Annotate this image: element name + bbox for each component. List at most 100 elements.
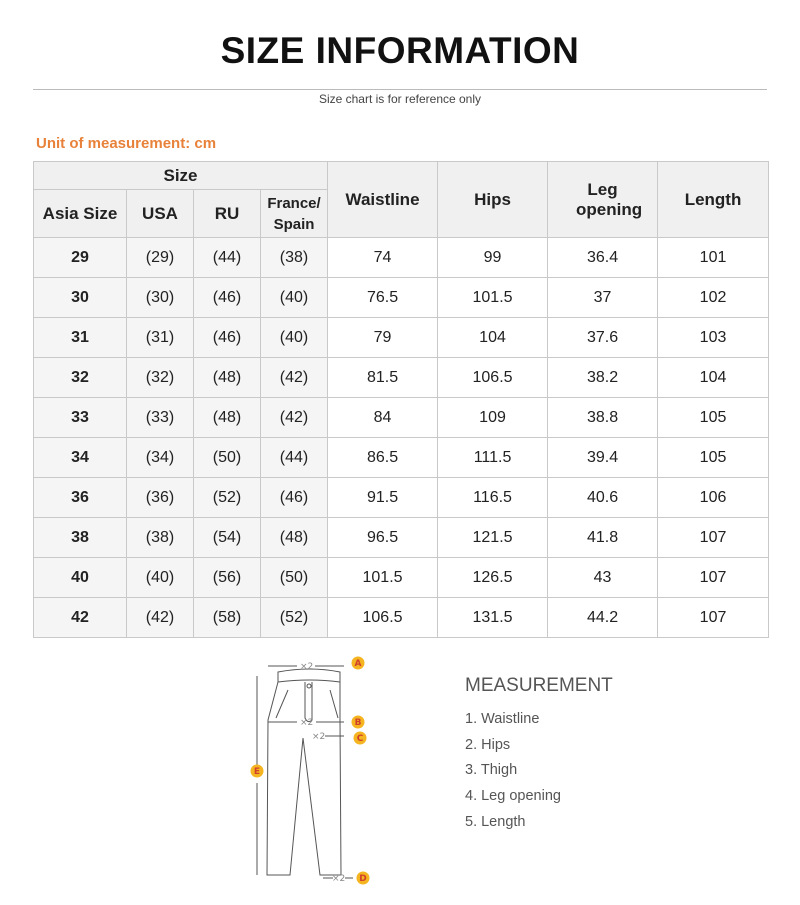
svg-text:B: B (355, 718, 362, 728)
table-cell: (46) (193, 317, 261, 358)
table-cell: 131.5 (437, 597, 549, 638)
table-cell: (50) (193, 437, 261, 478)
marker-e-icon: E (250, 764, 264, 778)
table-cell: 81.5 (327, 357, 439, 398)
table-cell: 30 (33, 277, 127, 318)
table-cell: (58) (193, 597, 261, 638)
table-cell: (42) (259, 397, 329, 438)
divider (33, 89, 767, 90)
table-cell: 126.5 (437, 557, 549, 598)
marker-c-icon: C (353, 731, 367, 745)
table-cell: 105 (657, 397, 770, 438)
table-cell: 40 (33, 557, 127, 598)
pants-outline-icon (266, 668, 342, 876)
table-cell: (31) (126, 317, 194, 358)
table-row: 30 (30) (46) (40) 76.5 101.5 37 102 (33, 277, 770, 318)
header-france-spain: France/ Spain (259, 189, 329, 238)
table-cell: (50) (259, 557, 329, 598)
measurement-item: 2. Hips (465, 736, 511, 753)
table-cell: 107 (657, 517, 770, 558)
table-cell: 36 (33, 477, 127, 518)
header-usa: USA (126, 189, 194, 238)
header-length: Length (657, 161, 770, 238)
table-row: 38 (38) (54) (48) 96.5 121.5 41.8 107 (33, 517, 770, 558)
table-cell: 107 (657, 597, 770, 638)
table-cell: 38.2 (547, 357, 659, 398)
table-cell: 74 (327, 237, 439, 278)
table-cell: 42 (33, 597, 127, 638)
page-title: SIZE INFORMATION (220, 30, 580, 71)
table-cell: 103 (657, 317, 770, 358)
table-cell: (48) (259, 517, 329, 558)
svg-text:A: A (355, 659, 362, 669)
multiplier-label: ×2 (300, 718, 313, 728)
table-row: 29 (29) (44) (38) 74 99 36.4 101 (33, 237, 770, 278)
table-row: 34 (34) (50) (44) 86.5 111.5 39.4 105 (33, 437, 770, 478)
table-cell: (38) (259, 237, 329, 278)
size-table: Size Waistline Hips Leg opening Length A… (32, 161, 770, 638)
measurement-item: 1. Waistline (465, 711, 540, 727)
table-cell: 76.5 (327, 277, 439, 318)
marker-a-icon: A (351, 656, 365, 670)
size-group-header: Size (32, 161, 329, 190)
unit-label: Unit of measurement: cm (36, 135, 217, 152)
table-cell: (38) (126, 517, 194, 558)
table-cell: (44) (259, 437, 329, 478)
table-cell: 33 (33, 397, 127, 438)
table-cell: 102 (657, 277, 770, 318)
svg-text:D: D (359, 874, 366, 884)
table-cell: 99 (437, 237, 549, 278)
multiplier-label: ×2 (332, 874, 345, 884)
multiplier-label: ×2 (300, 662, 313, 672)
table-cell: 41.8 (547, 517, 659, 558)
table-cell: (52) (193, 477, 261, 518)
table-cell: (56) (193, 557, 261, 598)
table-cell: 36.4 (547, 237, 659, 278)
header-hips: Hips (437, 161, 549, 238)
table-cell: (48) (193, 397, 261, 438)
table-row: 32 (32) (48) (42) 81.5 106.5 38.2 104 (33, 357, 770, 398)
table-cell: 84 (327, 397, 439, 438)
table-cell: 29 (33, 237, 127, 278)
table-cell: 106.5 (327, 597, 439, 638)
svg-text:C: C (357, 734, 364, 744)
table-cell: (33) (126, 397, 194, 438)
table-cell: 96.5 (327, 517, 439, 558)
table-cell: (34) (126, 437, 194, 478)
table-cell: 43 (547, 557, 659, 598)
measurement-item: 4. Leg opening (465, 788, 561, 805)
measurement-item: 5. Length (465, 813, 526, 830)
table-cell: 32 (33, 357, 127, 398)
svg-text:E: E (254, 767, 260, 777)
table-cell: (46) (259, 477, 329, 518)
table-cell: (48) (193, 357, 261, 398)
header-leg-opening: Leg opening (547, 161, 659, 238)
table-row: 40 (40) (56) (50) 101.5 126.5 43 107 (33, 557, 770, 598)
table-cell: (44) (193, 237, 261, 278)
table-cell: 109 (437, 397, 549, 438)
table-cell: 37 (547, 277, 659, 318)
table-cell: (54) (193, 517, 261, 558)
table-cell: (42) (259, 357, 329, 398)
table-cell: 116.5 (437, 477, 549, 518)
table-cell: (40) (259, 317, 329, 358)
table-cell: (42) (126, 597, 194, 638)
table-cell: (40) (259, 277, 329, 318)
subtitle: Size chart is for reference only (318, 92, 482, 106)
table-cell: 106 (657, 477, 770, 518)
measurement-item: 3. Thigh (465, 762, 518, 779)
marker-b-icon: B (351, 715, 365, 729)
table-cell: (40) (126, 557, 194, 598)
table-cell: 101.5 (327, 557, 439, 598)
marker-d-icon: D (356, 871, 370, 885)
table-cell: 106.5 (437, 357, 549, 398)
table-cell: 31 (33, 317, 127, 358)
table-cell: (32) (126, 357, 194, 398)
table-row: 31 (31) (46) (40) 79 104 37.6 103 (33, 317, 770, 358)
measurement-title: MEASUREMENT (465, 675, 613, 696)
table-cell: 40.6 (547, 477, 659, 518)
table-cell: 104 (437, 317, 549, 358)
table-cell: 107 (657, 557, 770, 598)
table-cell: 39.4 (547, 437, 659, 478)
